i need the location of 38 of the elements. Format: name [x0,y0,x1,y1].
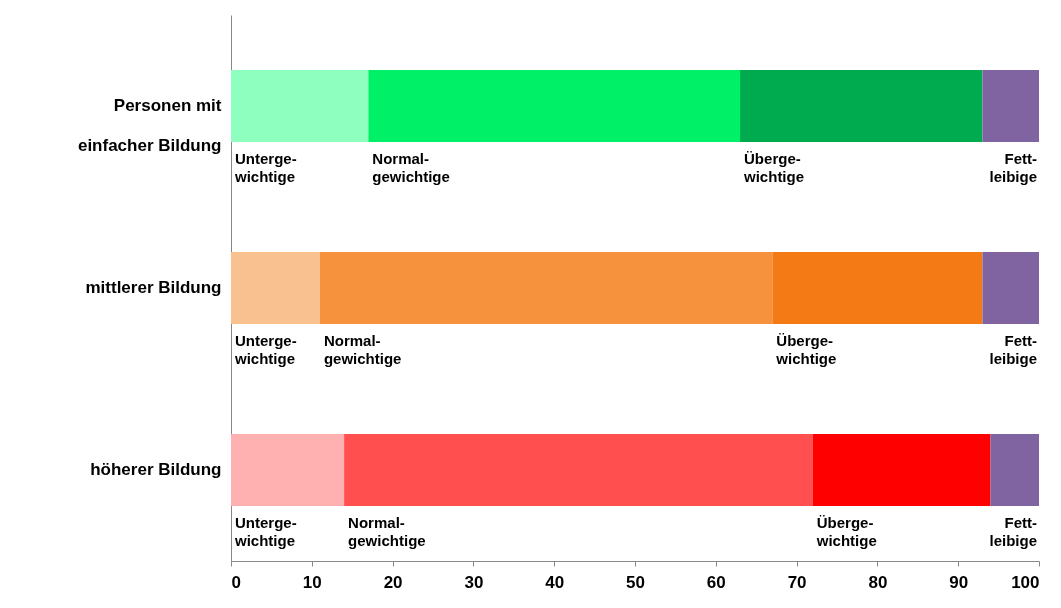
bar [231,434,345,506]
y-tick-label: höherer Bildung [90,460,222,479]
bar [982,252,1039,324]
bar [982,70,1039,142]
x-tick-label: 30 [464,572,484,592]
x-tick-label: 60 [706,572,726,592]
series-label: Fett- leibige [989,150,1037,185]
x-tick-label: 10 [302,572,322,592]
category-label: Personen mit einfacher Bildung [77,96,222,155]
y-tick-label: mittlerer Bildung [85,278,222,297]
text: Überge- wichtige [816,514,877,549]
text: Fett- leibige [989,514,1037,549]
series-label: Unterge- wichtige [234,150,297,185]
x-tick-label: 100 [1011,572,1040,592]
bar [231,70,369,142]
x-tick-label: 40 [545,572,565,592]
series-label: Überge- wichtige [743,150,805,185]
bar [344,434,813,506]
bar [319,252,773,324]
bar [772,252,983,324]
bar [368,70,741,142]
bar [231,252,320,324]
series-label: Normal- gewichtige [372,150,450,185]
bar [812,434,991,506]
text: Fett- leibige [989,332,1037,367]
bar [990,434,1039,506]
x-tick-label: 20 [383,572,403,592]
x-tick-label: 90 [949,572,969,592]
bar [740,70,983,142]
text: Unterge- wichtige [235,332,297,367]
x-tick-label: 50 [626,572,645,592]
x-tick-label: 70 [787,572,807,592]
x-tick-label: 80 [868,572,888,592]
text: Normal- gewichtige [348,514,426,549]
text: Unterge- wichtige [235,514,297,549]
x-tick-label: 0 [231,572,241,592]
text: Normal- gewichtige [323,332,402,367]
text: Überge- wichtige [776,332,837,367]
